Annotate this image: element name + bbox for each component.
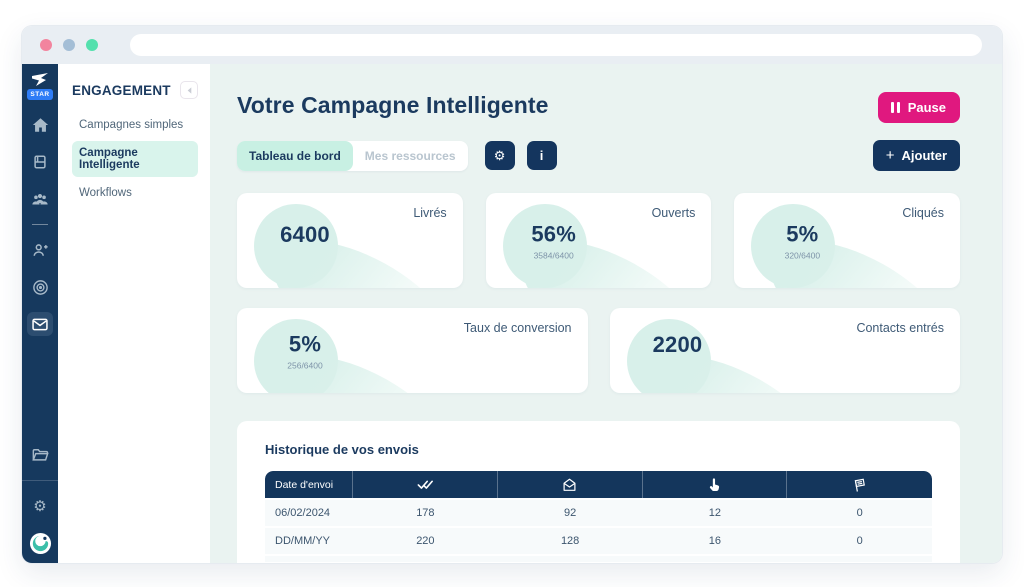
history-title: Historique de vos envois (265, 442, 419, 457)
stat-card-livres: Livrés 6400 (237, 193, 463, 288)
stats-row-2: Taux de conversion 5% 256/6400 Contacts … (237, 308, 960, 393)
stat-label: Contacts entrés (856, 321, 944, 335)
stat-sub-value (273, 251, 337, 260)
stat-value: 6400 (280, 221, 330, 247)
stat-card-cliques: Cliqués 5% 320/6400 (734, 193, 960, 288)
table-row[interactable]: 06/02/2024 178 92 12 0 (265, 498, 932, 526)
target-icon[interactable] (27, 275, 53, 299)
cell-clicked: 16 (708, 535, 721, 547)
app-window: STAR (22, 26, 1002, 563)
pause-button[interactable]: Pause (878, 92, 960, 123)
address-bar[interactable] (130, 34, 982, 56)
add-button-label: Ajouter (901, 148, 948, 163)
folder-icon[interactable] (27, 442, 53, 466)
campaign-info-button[interactable]: i (526, 141, 557, 170)
view-tabs: Tableau de bord Mes ressources (237, 140, 468, 171)
card-blob-decoration (237, 308, 588, 393)
cell-date: DD/MM/YY (275, 535, 330, 547)
card-blob-decoration (610, 308, 961, 393)
home-icon[interactable] (27, 113, 53, 137)
minimize-window-icon[interactable] (63, 39, 75, 51)
stat-label: Taux de conversion (463, 321, 572, 335)
cell-flagged: 0 (856, 507, 863, 519)
page-title: Votre Campagne Intelligente (237, 92, 549, 118)
window-controls (40, 39, 98, 51)
icon-sidebar: STAR (22, 64, 58, 563)
stat-sub-value: 3584/6400 (533, 250, 574, 260)
users-icon[interactable] (27, 187, 53, 211)
browser-bar (22, 26, 1002, 64)
info-icon: i (539, 148, 544, 163)
card-blob-decoration (734, 193, 960, 288)
stat-value: 2200 (652, 331, 703, 357)
app-logo[interactable]: STAR (27, 72, 53, 100)
unsubscribed-flag-icon (787, 471, 932, 498)
stat-value: 5% (288, 331, 322, 356)
delivered-double-check-icon (353, 471, 498, 498)
tab-mes-ressources[interactable]: Mes ressources (364, 148, 456, 163)
table-row[interactable]: DD/MM/YY 220 128 16 0 (265, 526, 932, 554)
chevron-left-icon (187, 86, 191, 94)
table-header-row: Date d'envoi (265, 471, 932, 498)
gear-icon: ⚙ (493, 147, 506, 163)
card-blob-decoration (486, 193, 712, 288)
brand-circle-logo[interactable] (27, 531, 53, 555)
cell-opened: 92 (564, 507, 577, 519)
stat-card-ouverts: Ouverts 56% 3584/6400 (485, 193, 712, 288)
cell-flagged: 0 (856, 535, 863, 547)
close-window-icon[interactable] (40, 39, 52, 51)
campaign-settings-button[interactable]: ⚙ (484, 141, 515, 170)
history-table: Date d'envoi (265, 471, 932, 562)
sidebar-item-campagnes-simples[interactable]: Campagnes simples (79, 119, 184, 131)
sidebar-section-title: ENGAGEMENT (72, 82, 171, 98)
cell-clicked: 12 (708, 507, 721, 519)
logo-badge: STAR (27, 89, 53, 100)
stat-value: 5% (786, 221, 819, 246)
stat-sub-value: 320/6400 (784, 250, 821, 260)
column-date-envoi: Date d'envoi (265, 471, 353, 498)
opened-envelope-icon (498, 471, 643, 498)
stats-row-1: Livrés 6400 Ouverts 56% 3584/6400 (237, 193, 960, 288)
stat-label: Livrés (413, 206, 447, 220)
clicked-pointer-icon (643, 471, 788, 498)
sidebar-divider (22, 480, 58, 481)
mail-icon[interactable] (27, 312, 53, 336)
tab-tableau-de-bord[interactable]: Tableau de bord (237, 140, 353, 171)
bird-logo-icon (31, 73, 48, 86)
engagement-sidebar: ENGAGEMENT Campagnes simples Campagne In… (58, 64, 210, 563)
history-section: Historique de vos envois Date d'envoi (237, 421, 960, 563)
stat-card-taux-conversion: Taux de conversion 5% 256/6400 (237, 308, 588, 393)
stat-sub-value: 256/6400 (287, 360, 323, 370)
settings-gear-icon[interactable]: ⚙ (33, 496, 47, 515)
table-row-partial (265, 554, 932, 562)
user-plus-icon[interactable] (27, 238, 53, 262)
plus-icon: + (885, 147, 895, 164)
stat-sub-value (646, 361, 710, 370)
pause-button-label: Pause (907, 100, 946, 115)
main-content: Votre Campagne Intelligente Pause Tablea… (210, 64, 1002, 563)
add-button[interactable]: + Ajouter (872, 140, 960, 171)
maximize-window-icon[interactable] (86, 39, 98, 51)
cell-delivered: 220 (416, 535, 435, 547)
stat-label: Cliqués (902, 206, 944, 220)
sidebar-item-workflows[interactable]: Workflows (79, 187, 132, 199)
book-icon[interactable] (27, 150, 53, 174)
cell-delivered: 178 (416, 507, 435, 519)
sidebar-divider (32, 224, 48, 225)
card-blob-decoration (237, 193, 463, 288)
cell-date: 06/02/2024 (275, 507, 331, 519)
collapse-sidebar-button[interactable] (180, 81, 198, 99)
stat-value: 56% (531, 221, 576, 246)
stat-label: Ouverts (651, 206, 696, 220)
pause-icon (891, 102, 900, 113)
stat-card-contacts-entres: Contacts entrés 2200 (609, 308, 961, 393)
cell-opened: 128 (560, 535, 580, 547)
sidebar-item-campagne-intelligente[interactable]: Campagne Intelligente (72, 141, 198, 177)
